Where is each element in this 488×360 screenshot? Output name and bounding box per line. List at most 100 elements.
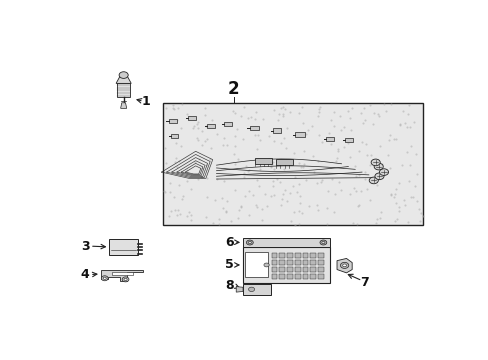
Point xyxy=(390,192,398,197)
Point xyxy=(299,164,306,170)
Text: 7: 7 xyxy=(359,276,368,289)
Point xyxy=(397,162,405,168)
Bar xyxy=(286,274,292,279)
Bar xyxy=(243,284,271,294)
Point xyxy=(183,111,191,117)
Point xyxy=(285,109,293,114)
Point xyxy=(165,213,173,219)
Bar xyxy=(109,239,138,255)
Point xyxy=(219,142,227,148)
Point xyxy=(246,114,254,120)
Point xyxy=(215,221,223,226)
Point xyxy=(349,220,357,226)
Point xyxy=(310,168,318,174)
Point xyxy=(374,113,382,118)
Point xyxy=(346,191,353,197)
Circle shape xyxy=(321,242,324,244)
Point xyxy=(386,165,393,171)
Point xyxy=(415,218,423,224)
Point xyxy=(315,106,323,112)
Point xyxy=(203,195,211,201)
Point xyxy=(391,186,399,192)
Point xyxy=(252,202,260,208)
Point xyxy=(300,148,307,154)
Point xyxy=(300,161,307,167)
Point xyxy=(223,142,231,148)
Point xyxy=(244,167,252,173)
Bar xyxy=(344,138,353,143)
Point xyxy=(313,208,321,213)
Point xyxy=(330,209,338,215)
Point xyxy=(322,221,330,227)
Bar xyxy=(117,84,130,97)
Point xyxy=(239,136,247,142)
Point xyxy=(333,148,341,154)
Point xyxy=(346,127,354,133)
Point xyxy=(377,161,385,167)
Point xyxy=(258,117,266,122)
Circle shape xyxy=(122,277,129,282)
Point xyxy=(206,156,214,162)
Point xyxy=(197,175,205,180)
Point xyxy=(173,212,181,217)
Point xyxy=(291,222,299,228)
Point xyxy=(190,123,198,129)
Polygon shape xyxy=(101,270,142,281)
Circle shape xyxy=(370,159,380,166)
Bar xyxy=(112,272,133,275)
Point xyxy=(314,113,322,119)
Point xyxy=(412,172,420,177)
Point xyxy=(402,149,410,155)
Point xyxy=(197,165,205,171)
Point xyxy=(187,186,195,192)
Point xyxy=(367,158,375,164)
Point xyxy=(266,193,274,199)
Circle shape xyxy=(119,72,128,78)
Point xyxy=(361,169,368,175)
Point xyxy=(329,123,337,129)
Point xyxy=(304,127,311,132)
Bar xyxy=(276,159,293,166)
Point xyxy=(356,188,364,194)
Point xyxy=(171,155,179,161)
Point xyxy=(329,109,337,114)
Circle shape xyxy=(374,173,383,180)
Point xyxy=(390,218,398,224)
Point xyxy=(350,163,358,169)
Circle shape xyxy=(319,240,326,245)
Point xyxy=(223,198,230,204)
Point xyxy=(354,172,362,178)
Point xyxy=(327,176,335,182)
Point xyxy=(258,217,265,223)
Point xyxy=(231,161,239,167)
Bar xyxy=(255,158,272,164)
Point xyxy=(286,219,294,224)
Point xyxy=(279,113,286,119)
Point xyxy=(391,200,399,206)
Point xyxy=(268,179,276,184)
Point xyxy=(275,179,283,185)
Point xyxy=(317,179,325,185)
Point xyxy=(195,156,203,162)
Point xyxy=(362,152,370,158)
Point xyxy=(279,111,287,117)
Point xyxy=(197,142,205,148)
Point xyxy=(161,189,169,194)
Point xyxy=(174,207,182,212)
Circle shape xyxy=(264,263,269,267)
Point xyxy=(277,202,285,208)
Point xyxy=(244,188,252,194)
Point xyxy=(348,105,356,111)
Point xyxy=(255,166,263,172)
Point xyxy=(414,206,422,212)
Point xyxy=(183,179,191,184)
Point xyxy=(189,126,197,131)
Point xyxy=(313,180,321,186)
Point xyxy=(239,170,247,176)
Point xyxy=(215,217,223,222)
Point xyxy=(358,120,366,126)
Polygon shape xyxy=(121,103,126,108)
Point xyxy=(297,164,305,170)
Point xyxy=(161,145,168,150)
Point xyxy=(324,130,332,136)
